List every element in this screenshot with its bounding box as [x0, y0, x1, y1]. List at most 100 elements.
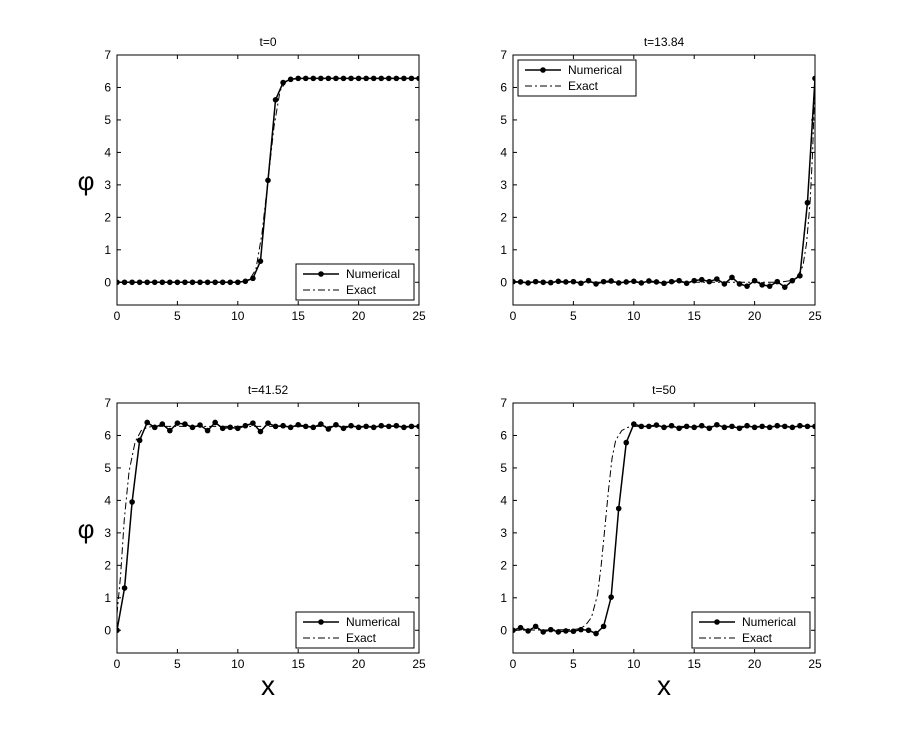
y-tick-label: 3	[500, 526, 507, 540]
y-tick-label: 2	[500, 558, 507, 572]
data-point	[563, 628, 569, 634]
y-tick-label: 1	[104, 591, 111, 605]
x-tick-label: 15	[688, 309, 702, 323]
data-point	[759, 282, 765, 288]
y-axis-label: φ	[78, 514, 95, 544]
y-tick-label: 5	[500, 461, 507, 475]
x-tick-label: 25	[412, 309, 426, 323]
data-point	[646, 278, 652, 284]
data-point	[197, 279, 203, 286]
subplot-title: t=50	[652, 383, 676, 397]
data-point	[325, 426, 332, 432]
y-tick-label: 6	[500, 428, 507, 442]
series-line-exact	[513, 78, 815, 283]
legend-label: Numerical	[346, 615, 400, 629]
y-tick-label: 3	[500, 178, 507, 192]
data-point	[265, 177, 271, 184]
data-point	[272, 97, 279, 103]
legend-marker	[540, 67, 546, 73]
y-tick-label: 4	[500, 493, 507, 507]
x-tick-label: 20	[352, 309, 366, 323]
y-tick-label: 2	[500, 210, 507, 224]
data-point	[386, 423, 392, 430]
legend-label: Exact	[568, 79, 599, 93]
y-axis-label: φ	[78, 166, 95, 196]
y-tick-label: 0	[500, 275, 507, 289]
y-tick-label: 6	[500, 80, 507, 94]
data-point	[555, 629, 562, 635]
data-point	[668, 422, 675, 429]
axes-box	[512, 54, 816, 306]
legend-label: Numerical	[568, 63, 622, 77]
data-point	[744, 422, 750, 429]
data-point	[167, 279, 173, 286]
data-point	[774, 278, 781, 285]
data-point	[532, 278, 539, 285]
x-tick-label: 5	[174, 657, 181, 671]
data-point	[804, 199, 811, 206]
data-point	[227, 279, 234, 286]
series-group	[117, 75, 419, 286]
data-point	[370, 424, 377, 431]
data-point	[265, 420, 271, 426]
axes-box	[116, 402, 420, 654]
data-point	[257, 258, 264, 264]
data-point	[706, 278, 713, 285]
legend-marker	[714, 619, 720, 625]
x-axis-label: x	[261, 670, 275, 701]
y-tick-label: 5	[104, 113, 111, 127]
legend-label: Exact	[742, 631, 773, 645]
data-point	[623, 279, 630, 285]
x-tick-label: 25	[412, 657, 426, 671]
data-point	[532, 623, 539, 630]
y-tick-label: 1	[104, 243, 111, 257]
x-tick-label: 15	[292, 309, 306, 323]
data-point	[182, 421, 188, 427]
data-point	[668, 278, 675, 285]
y-tick-label: 7	[104, 48, 111, 62]
x-tick-label: 20	[748, 309, 762, 323]
data-point	[513, 278, 516, 285]
data-point	[212, 279, 218, 286]
data-point	[257, 428, 264, 435]
x-tick-label: 20	[352, 657, 366, 671]
data-point	[698, 422, 705, 429]
subplot-4: 0 5 10 15 20 25 0 1 2 3 4 5 6 7 t=50 Numerical Exact	[500, 383, 822, 671]
legend-box	[691, 611, 811, 649]
data-point	[401, 424, 407, 431]
data-point	[121, 585, 128, 591]
data-point	[408, 423, 415, 430]
series-group	[513, 421, 815, 637]
x-tick-label: 0	[510, 309, 517, 323]
x-tick-label: 5	[174, 309, 181, 323]
subplot-2: 0 5 10 15 20 25 0 1 2 3 4 5 6 7 t=13.84 Numerical Exact	[500, 35, 822, 323]
data-point	[540, 629, 546, 635]
data-point	[340, 425, 347, 432]
legend: Numerical Exact	[517, 59, 637, 97]
data-point	[151, 424, 158, 431]
data-point	[547, 279, 554, 286]
x-tick-label: 10	[627, 309, 641, 323]
data-point	[189, 424, 196, 431]
data-point	[570, 278, 577, 285]
data-point	[525, 280, 531, 286]
legend-box	[295, 611, 415, 649]
data-point	[698, 276, 705, 283]
y-tick-label: 7	[104, 396, 111, 410]
data-point	[287, 424, 294, 431]
data-point	[136, 437, 143, 444]
data-point	[310, 424, 317, 431]
data-point	[378, 422, 385, 429]
data-point	[318, 421, 324, 427]
x-tick-label: 20	[748, 657, 762, 671]
subplot-title: t=41.52	[248, 383, 289, 397]
data-point	[661, 424, 667, 431]
data-point	[174, 420, 181, 426]
data-point	[227, 424, 234, 431]
y-tick-label: 2	[104, 210, 111, 224]
y-tick-label: 7	[500, 396, 507, 410]
data-point	[117, 627, 120, 634]
data-point	[204, 427, 211, 434]
legend-box	[295, 263, 415, 301]
data-point	[615, 505, 622, 512]
